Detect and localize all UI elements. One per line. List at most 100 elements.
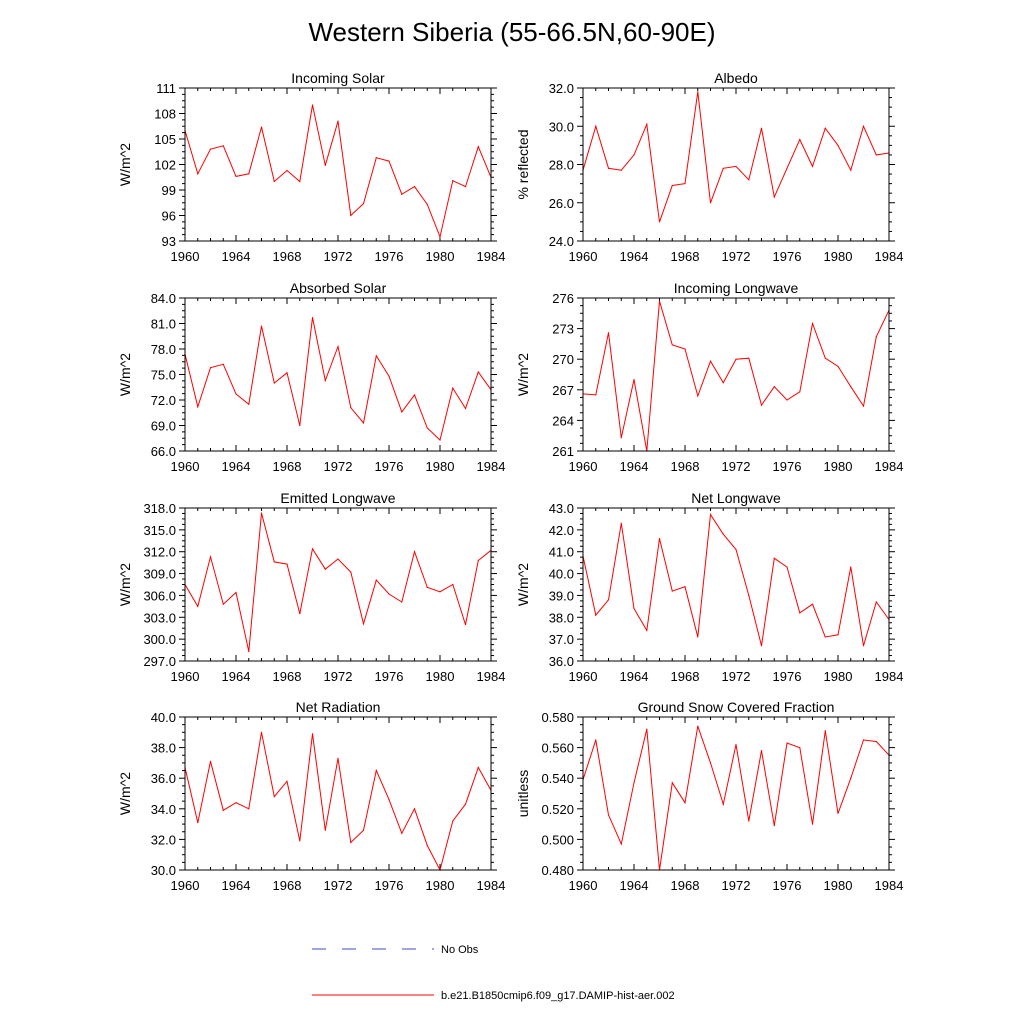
data-point: [658, 221, 661, 223]
data-point: [324, 568, 326, 570]
legend-label-no-obs: No Obs: [441, 944, 479, 956]
y-axis-label: % reflected: [515, 129, 531, 199]
data-point: [862, 645, 865, 647]
data-point: [760, 127, 763, 129]
data-point: [671, 344, 673, 346]
data-point: [799, 612, 801, 614]
data-point: [760, 750, 763, 752]
x-tick-label: 1968: [273, 459, 302, 474]
data-point: [248, 403, 250, 405]
x-tick-label: 1968: [671, 878, 700, 893]
x-tick-label: 1964: [620, 459, 649, 474]
data-point: [607, 814, 610, 816]
x-tick-label: 1964: [222, 459, 251, 474]
y-axis-label: W/m^2: [515, 563, 531, 606]
data-point: [222, 363, 224, 365]
x-tick-label: 1976: [375, 878, 404, 893]
data-point: [862, 739, 865, 741]
panel-ground-snow-covered-fraction: Ground Snow Covered Fraction unitless 1960…: [515, 699, 903, 893]
x-tick-label: 1984: [477, 459, 506, 474]
plot-frame: [582, 507, 890, 662]
x-tick-label: 1964: [620, 669, 649, 684]
data-point: [235, 175, 237, 177]
panel-emitted-longwave: Emitted Longwave W/m^2 1960 1964 1968 1972 197…: [117, 490, 505, 684]
data-point: [709, 202, 712, 204]
panel-title: Absorbed Solar: [290, 280, 387, 296]
data-point: [464, 803, 467, 805]
data-point: [273, 561, 275, 563]
data-point: [671, 590, 673, 592]
y-tick-label: 43.0: [549, 501, 574, 516]
data-point: [811, 322, 814, 325]
data-point: [375, 355, 377, 357]
data-point: [811, 603, 814, 605]
y-tick-label: 312.0: [143, 545, 176, 560]
data-point: [811, 823, 814, 825]
x-tick-label: 1960: [569, 878, 598, 893]
data-point: [324, 379, 326, 382]
x-tick-label: 1984: [477, 249, 506, 264]
y-tick-label: 264: [552, 413, 574, 428]
data-point: [748, 820, 750, 822]
data-point: [388, 375, 390, 377]
x-tick-label: 1980: [824, 459, 853, 474]
x-tick-label: 1964: [222, 878, 251, 893]
data-point: [709, 762, 712, 764]
data-point: [811, 165, 814, 168]
panel-albedo: Albedo % reflected 1960 1964 1968 1972 1976 198…: [515, 70, 903, 264]
data-point: [684, 183, 686, 185]
x-tick-label: 1960: [569, 459, 598, 474]
data-point: [658, 538, 661, 540]
data-point: [837, 365, 839, 367]
data-point: [375, 769, 377, 772]
data-point: [773, 196, 775, 198]
data-point: [299, 180, 301, 183]
y-tick-label: 273: [552, 322, 574, 337]
data-point: [350, 407, 352, 409]
data-point: [709, 360, 712, 362]
y-tick-label: 42.0: [549, 523, 574, 538]
plot-frame: [184, 716, 492, 871]
data-point: [786, 566, 788, 568]
data-point: [595, 739, 597, 741]
data-point: [337, 558, 339, 560]
x-tick-label: 1972: [324, 249, 353, 264]
y-tick-label: 78.0: [151, 342, 176, 357]
data-point: [464, 407, 467, 410]
data-point: [413, 808, 416, 810]
panel-title: Net Longwave: [691, 490, 781, 506]
data-point: [362, 422, 365, 424]
x-tick-label: 1984: [875, 249, 904, 264]
plot-frame: [184, 507, 492, 662]
data-point: [222, 603, 224, 605]
data-point: [671, 184, 673, 187]
data-point: [452, 583, 454, 586]
plot-frame: [184, 297, 492, 452]
data-point: [735, 548, 737, 551]
data-point: [286, 169, 288, 172]
data-point: [337, 757, 339, 759]
x-tick-label: 1964: [222, 669, 251, 684]
data-point: [464, 623, 467, 626]
y-tick-label: 306.0: [143, 588, 176, 603]
y-axis-label: W/m^2: [117, 143, 133, 186]
x-tick-label: 1980: [426, 249, 455, 264]
y-axis-label: W/m^2: [515, 353, 531, 396]
x-tick-label: 1980: [824, 878, 853, 893]
x-tick-label: 1968: [273, 669, 302, 684]
y-tick-label: 41.0: [549, 545, 574, 560]
data-point: [439, 236, 441, 238]
data-point: [850, 169, 852, 171]
data-point: [273, 382, 275, 384]
data-point: [311, 733, 314, 735]
plot-frame: [582, 87, 890, 242]
data-point: [197, 821, 199, 824]
x-tick-label: 1964: [620, 249, 649, 264]
data-point: [477, 766, 479, 769]
y-tick-label: 75.0: [151, 368, 176, 383]
data-point: [824, 357, 826, 359]
y-tick-label: 69.0: [151, 419, 176, 434]
data-point: [773, 557, 775, 559]
data-point: [260, 325, 263, 327]
